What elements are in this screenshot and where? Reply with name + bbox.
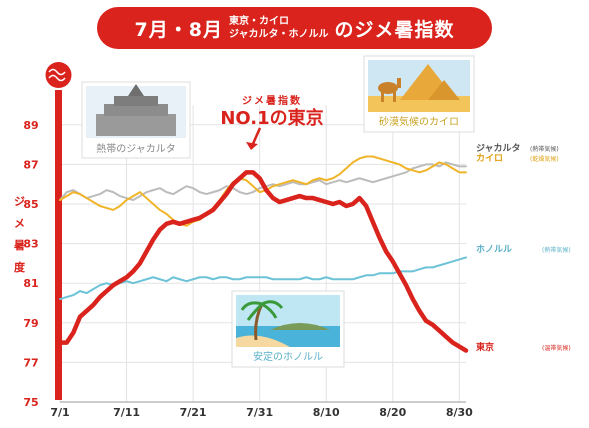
- cairo-card: 砂漠気候のカイロ: [363, 55, 475, 133]
- y-tick-label: 75: [23, 396, 38, 409]
- legend-label-jakarta: ジャカルタ: [476, 142, 521, 154]
- x-tick-label: 8/20: [379, 406, 406, 419]
- y-tick-label: 85: [23, 198, 38, 211]
- y-tick-label: 77: [23, 356, 38, 369]
- y-axis-label-char: ジ: [14, 195, 25, 208]
- y-tick-label: 81: [23, 277, 38, 290]
- legend-label-cairo: カイロ: [476, 153, 503, 164]
- thermometer-icon: [45, 62, 72, 400]
- chart-title: 7月・8月 東京・カイロ ジャカルタ・ホノルル のジメ暑指数: [97, 7, 492, 49]
- y-axis-label-char: メ: [14, 217, 25, 230]
- pyramid-camel-icon: [368, 64, 470, 112]
- y-axis-label-char: 暑: [14, 239, 25, 252]
- legend-sub-cairo: (乾燥気候): [530, 155, 559, 163]
- honolulu-caption: 安定のホノルル: [253, 350, 323, 363]
- series-line-cairo: [59, 155, 467, 227]
- y-tick-label: 79: [23, 317, 38, 330]
- x-tick-label: 8/10: [313, 406, 340, 419]
- x-tick-label: 7/1: [50, 406, 69, 419]
- y-tick-label: 87: [23, 158, 38, 171]
- title-cities-line2: ジャカルタ・ホノルル: [228, 29, 329, 40]
- x-tick-label: 7/31: [246, 406, 273, 419]
- title-part1: 7月・8月: [134, 18, 223, 41]
- legend-sub-tokyo: (温帯気候): [542, 344, 571, 352]
- title-cities-line1: 東京・カイロ: [228, 16, 289, 27]
- series-line-tokyo: [57, 170, 469, 353]
- legend-sub-honolulu: (熱帯気候): [542, 246, 571, 254]
- y-tick-label: 89: [23, 119, 38, 132]
- title-part3: のジメ暑指数: [334, 18, 455, 41]
- y-axis-label: ジメ暑度: [14, 195, 26, 274]
- annotation-arrowhead: [246, 142, 258, 150]
- x-tick-label: 7/21: [180, 406, 207, 419]
- y-axis-label-char: 度: [14, 260, 26, 274]
- legend-label-honolulu: ホノルル: [476, 244, 512, 255]
- honolulu-card: 安定のホノルル: [231, 290, 345, 368]
- x-tick-label: 7/11: [113, 406, 140, 419]
- legend-sub-jakarta: (熱帯気候): [530, 145, 559, 153]
- annotation-arrow: [250, 127, 262, 147]
- jakarta-caption: 熱帯のジャカルタ: [96, 142, 176, 155]
- peak-annotation: ジメ暑指数 NO.1の東京: [220, 94, 324, 150]
- jakarta-card: 熱帯のジャカルタ: [81, 81, 191, 159]
- annotation-line2: NO.1の東京: [220, 107, 323, 129]
- x-tick-label: 8/30: [446, 406, 473, 419]
- legend-label-tokyo: 東京: [476, 341, 494, 353]
- annotation-line1: ジメ暑指数: [242, 94, 302, 107]
- cairo-caption: 砂漠気候のカイロ: [379, 115, 459, 128]
- beach-palm-icon: [236, 300, 340, 347]
- temple-icon: [96, 84, 176, 136]
- y-tick-label: 83: [23, 238, 38, 251]
- title-cities: 東京・カイロ ジャカルタ・ホノルル: [229, 15, 329, 41]
